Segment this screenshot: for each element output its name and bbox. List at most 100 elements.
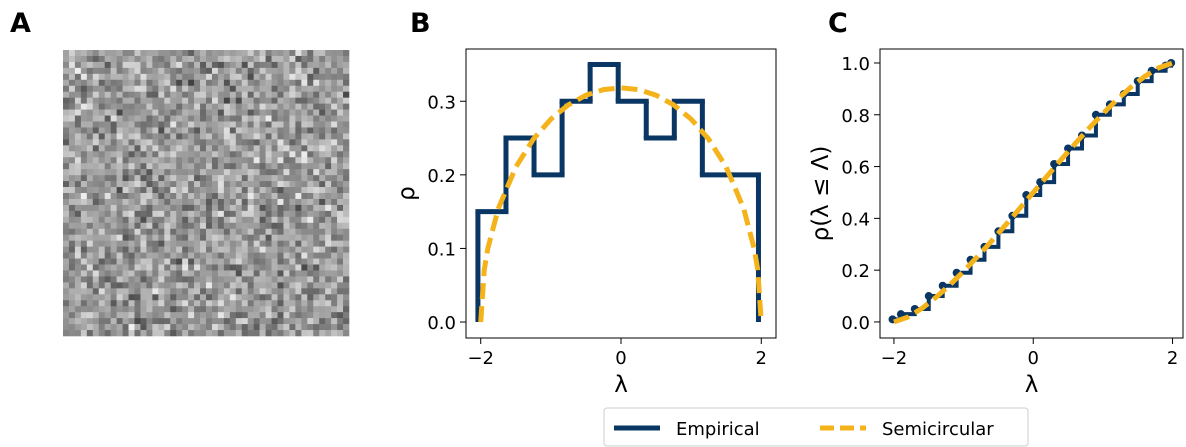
matrix-cell <box>146 67 153 75</box>
matrix-cell <box>313 276 320 283</box>
matrix-cell <box>211 91 219 98</box>
matrix-cell <box>170 85 177 93</box>
matrix-cell <box>182 222 189 230</box>
matrix-cell <box>80 258 88 265</box>
matrix-cell <box>247 145 254 152</box>
matrix-cell <box>259 175 266 182</box>
matrix-cell <box>98 181 106 188</box>
matrix-cell <box>188 234 195 241</box>
matrix-cell <box>337 276 344 283</box>
matrix-cell <box>223 228 231 236</box>
matrix-cell <box>200 163 207 170</box>
matrix-cell <box>140 133 147 140</box>
matrix-cell <box>158 73 165 81</box>
matrix-cell <box>265 198 272 206</box>
matrix-cell <box>337 246 344 253</box>
matrix-cell <box>325 258 332 265</box>
matrix-cell <box>92 234 100 241</box>
matrix-cell <box>265 270 272 277</box>
matrix-cell <box>86 198 94 206</box>
matrix-cell <box>313 55 320 63</box>
matrix-cell <box>86 61 94 69</box>
matrix-cell <box>241 216 249 224</box>
legend-label: Semicircular <box>882 419 994 440</box>
matrix-cell <box>271 330 278 337</box>
matrix-cell <box>158 79 165 87</box>
matrix-cell <box>259 181 266 188</box>
matrix-cell <box>110 85 117 93</box>
matrix-cell <box>74 228 82 236</box>
matrix-cell <box>271 246 278 253</box>
matrix-cell <box>128 97 135 104</box>
matrix-cell <box>104 181 111 188</box>
matrix-cell <box>182 121 189 128</box>
matrix-cell <box>194 246 201 253</box>
matrix-cell <box>301 151 308 158</box>
matrix-cell <box>229 270 237 277</box>
matrix-cell <box>68 175 76 182</box>
matrix-cell <box>92 163 100 170</box>
matrix-cell <box>170 50 177 57</box>
matrix-cell <box>116 216 123 224</box>
matrix-cell <box>325 103 332 110</box>
matrix-cell <box>271 139 278 146</box>
matrix-cell <box>104 193 111 200</box>
matrix-cell <box>98 288 106 295</box>
matrix-cell <box>86 133 94 140</box>
matrix-cell <box>283 318 290 325</box>
matrix-cell <box>223 103 231 110</box>
matrix-cell <box>313 210 320 218</box>
matrix-cell <box>259 187 266 194</box>
matrix-cell <box>128 282 135 289</box>
matrix-cell <box>241 198 249 206</box>
matrix-cell <box>176 246 183 253</box>
matrix-cell <box>158 276 165 283</box>
matrix-cell <box>92 282 100 289</box>
matrix-cell <box>164 318 171 325</box>
matrix-cell <box>277 73 284 81</box>
matrix-cell <box>176 204 183 212</box>
matrix-cell <box>277 240 284 247</box>
matrix-cell <box>92 264 100 271</box>
matrix-cell <box>283 246 290 253</box>
matrix-cell <box>247 330 254 337</box>
matrix-cell <box>229 210 237 218</box>
matrix-cell <box>247 276 254 283</box>
matrix-cell <box>259 50 266 57</box>
matrix-cell <box>92 306 100 313</box>
matrix-cell <box>313 240 320 247</box>
matrix-cell <box>277 133 284 140</box>
matrix-cell <box>116 97 123 104</box>
matrix-cell <box>110 121 117 128</box>
matrix-cell <box>200 276 207 283</box>
matrix-cell <box>63 139 70 146</box>
matrix-cell <box>188 157 195 164</box>
matrix-cell <box>253 270 260 277</box>
matrix-cell <box>200 109 207 116</box>
matrix-cell <box>253 67 260 75</box>
matrix-cell <box>223 67 231 75</box>
matrix-cell <box>146 61 153 69</box>
matrix-cell <box>265 324 272 331</box>
matrix-cell <box>128 169 135 176</box>
matrix-cell <box>128 67 135 75</box>
matrix-cell <box>63 216 70 224</box>
matrix-cell <box>343 318 350 325</box>
matrix-cell <box>295 61 302 69</box>
matrix-cell <box>140 67 147 75</box>
matrix-cell <box>217 282 225 289</box>
matrix-cell <box>74 55 82 63</box>
matrix-cell <box>170 312 177 319</box>
matrix-cell <box>128 234 135 241</box>
matrix-cell <box>152 157 159 164</box>
matrix-cell <box>211 151 219 158</box>
matrix-cell <box>86 127 94 134</box>
matrix-cell <box>271 282 278 289</box>
matrix-cell <box>307 193 314 200</box>
matrix-cell <box>217 193 225 200</box>
matrix-cell <box>295 181 302 188</box>
matrix-cell <box>176 187 183 194</box>
matrix-cell <box>217 139 225 146</box>
matrix-cell <box>206 252 213 259</box>
matrix-cell <box>217 187 225 194</box>
